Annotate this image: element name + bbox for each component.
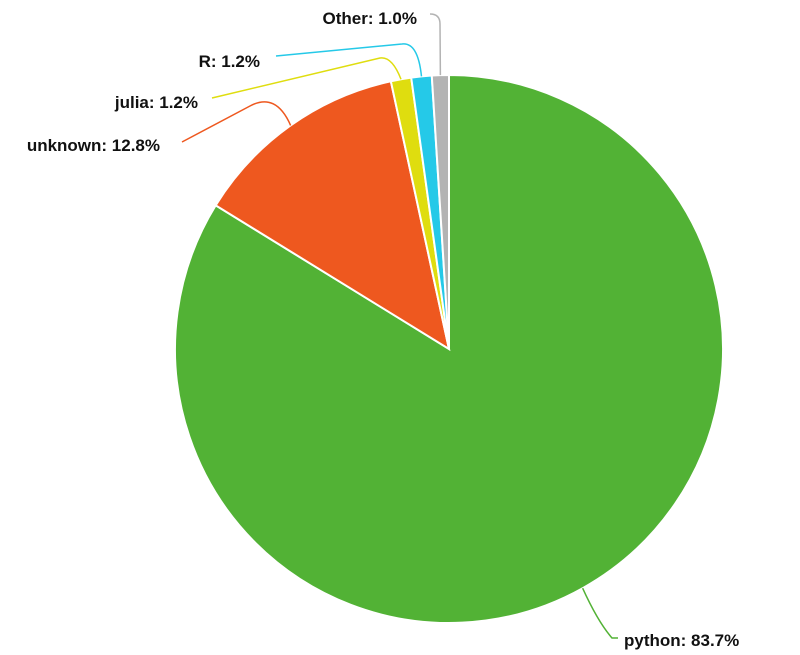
pie-slice-python (174, 73, 724, 624)
pie-slice-unknown (214, 80, 451, 352)
slice-label-other: Other: 1.0% (323, 9, 417, 28)
leader-line-julia (211, 57, 402, 99)
slice-label-unknown: unknown: 12.8% (27, 136, 160, 155)
leader-line-other (429, 13, 442, 76)
leader-line-unknown (181, 101, 292, 143)
slice-label-julia: julia: 1.2% (114, 93, 198, 112)
slice-label-r: R: 1.2% (199, 52, 260, 71)
leader-line-r (275, 43, 423, 77)
slice-label-python: python: 83.7% (624, 631, 739, 650)
pie-slice-other (430, 73, 450, 350)
leader-line-python (581, 587, 618, 639)
